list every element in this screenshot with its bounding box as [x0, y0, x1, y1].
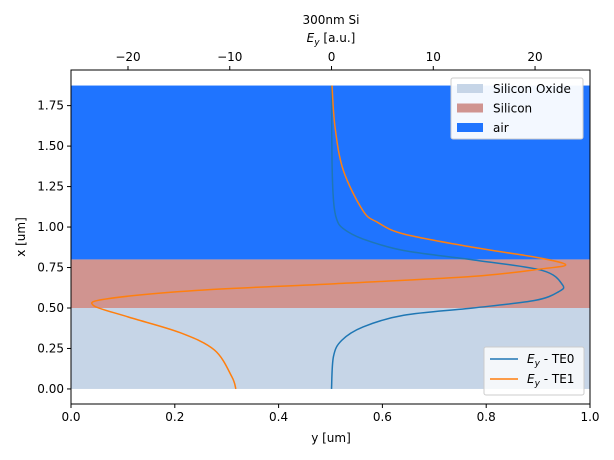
legend-regions: Silicon Oxide Silicon air — [450, 77, 584, 140]
chart-title: 300nm Si — [303, 13, 360, 27]
x-tick-label: 0.6 — [373, 410, 392, 424]
x-axis-label: y [um] — [311, 431, 351, 445]
series-lines — [91, 85, 567, 390]
legend-label: Ey - TE0 — [527, 352, 574, 369]
y-tick-label: 1.50 — [37, 139, 64, 153]
y-tick-label: 1.75 — [37, 99, 64, 113]
series-line-te1 — [91, 85, 567, 390]
legend-series: Ey - TE0 Ey - TE1 — [483, 346, 585, 396]
top-x-tick-label: −20 — [115, 50, 140, 64]
legend-swatch — [457, 84, 483, 93]
top-axis-label: Ey [a.u.] — [307, 31, 356, 48]
y-tick-label: 0.50 — [37, 301, 64, 315]
x-tick-label: 0.8 — [477, 410, 496, 424]
y-tick-label: 1.25 — [37, 180, 64, 194]
y-tick-label: 1.00 — [37, 220, 64, 234]
legend-swatch — [457, 123, 483, 132]
x-tick-label: 0.4 — [269, 410, 288, 424]
top-x-tick-label: 10 — [426, 50, 441, 64]
legend-box — [450, 77, 584, 140]
y-tick-label: 0.00 — [37, 382, 64, 396]
x-tick-label: 0.0 — [61, 410, 80, 424]
plot-frame — [70, 69, 591, 405]
top-x-tick-label: 20 — [527, 50, 542, 64]
legend-swatch — [457, 103, 483, 113]
ticks: 0.0 0.2 0.4 0.6 0.8 1.0 −20 −10 0 10 20 0.00 0.25 0.5… — [37, 50, 599, 424]
top-x-tick-label: 0 — [328, 50, 336, 64]
legend-label: Silicon — [493, 102, 532, 116]
top-x-tick-label: −10 — [217, 50, 242, 64]
x-tick-label: 0.2 — [165, 410, 184, 424]
x-tick-label: 1.0 — [580, 410, 599, 424]
series-line-te0 — [330, 85, 565, 389]
y-axis-label: x [um] — [14, 217, 28, 257]
y-tick-label: 0.75 — [37, 261, 64, 275]
legend-label: Silicon Oxide — [493, 82, 571, 96]
y-tick-label: 0.25 — [37, 341, 64, 355]
legend-label: Ey - TE1 — [527, 372, 574, 389]
legend-label: air — [493, 121, 509, 135]
